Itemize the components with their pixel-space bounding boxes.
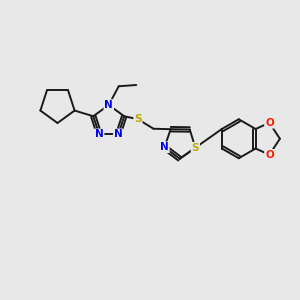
- Text: N: N: [95, 129, 103, 140]
- Text: S: S: [192, 143, 199, 153]
- Text: N: N: [104, 100, 113, 110]
- Text: O: O: [265, 150, 274, 160]
- Text: N: N: [114, 129, 123, 140]
- Text: O: O: [265, 118, 274, 128]
- Text: N: N: [160, 142, 169, 152]
- Text: S: S: [134, 114, 142, 124]
